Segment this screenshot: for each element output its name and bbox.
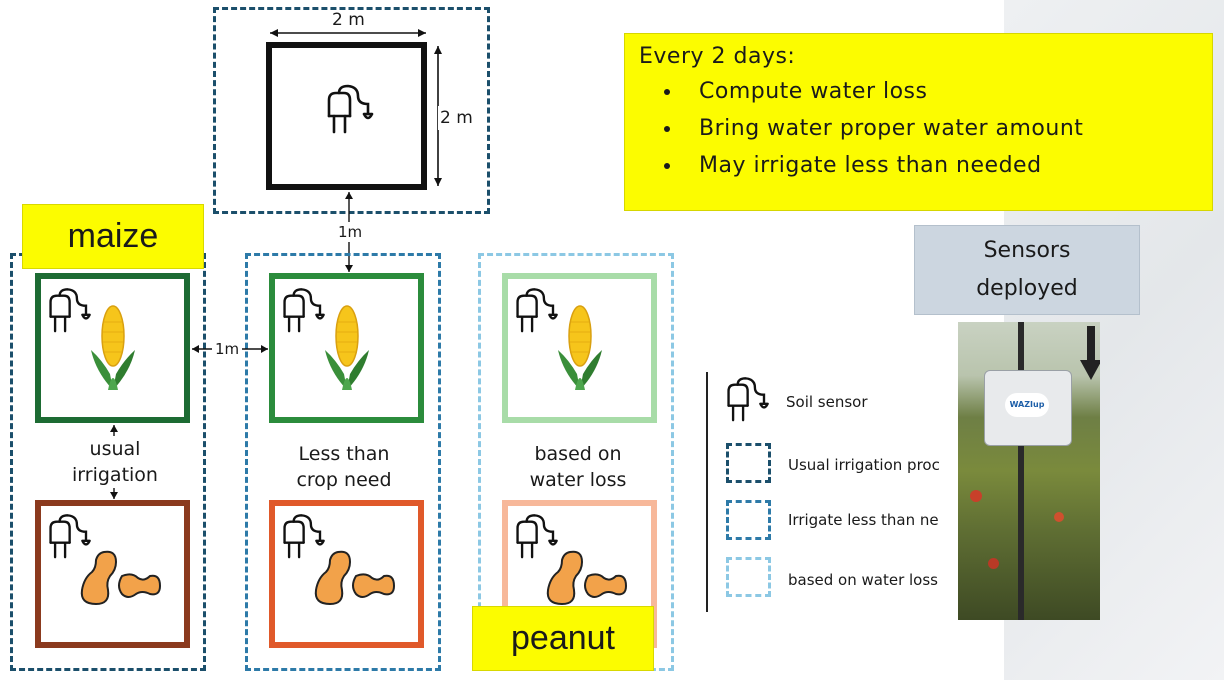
info-heading: Every 2 days: xyxy=(639,44,796,69)
maize-tag: maize xyxy=(22,204,204,269)
column-label-less: Less than crop need xyxy=(296,443,392,491)
legend-less-swatch xyxy=(726,500,771,540)
maize-plot-usual xyxy=(35,273,190,423)
info-bullet: May irrigate less than needed xyxy=(683,147,1198,184)
pole xyxy=(1018,322,1024,620)
tomato xyxy=(988,558,999,569)
info-bullet: Compute water loss xyxy=(683,73,1198,110)
horizontal-spacing-label: 1m xyxy=(212,340,243,358)
sensor-icon xyxy=(283,514,325,559)
legend-loss-label: based on water loss xyxy=(788,571,938,589)
sensor-icon xyxy=(49,514,91,559)
maize-icon xyxy=(558,305,602,390)
vertical-spacing-label: 1m xyxy=(336,222,365,242)
peanut-icon xyxy=(314,550,396,606)
waziup-logo: WAZIup xyxy=(1005,393,1049,417)
column-label-loss: based on water loss xyxy=(529,443,627,491)
width-dimension-arrow xyxy=(270,29,426,37)
width-label: 2 m xyxy=(328,10,369,30)
height-label: 2 m xyxy=(438,106,475,130)
tomato xyxy=(970,490,982,502)
down-arrow-icon xyxy=(1080,326,1100,380)
top-plot-sensor-icon xyxy=(327,84,374,134)
legend-less-label: Irrigate less than ne xyxy=(788,511,939,529)
sensor-icon xyxy=(516,288,558,333)
peanut-tag: peanut xyxy=(472,606,654,671)
maize-icon xyxy=(325,305,369,390)
legend-loss-swatch xyxy=(726,557,771,597)
info-bullet: Bring water proper water amount xyxy=(683,110,1198,147)
sensor-icon xyxy=(49,288,91,333)
legend-divider xyxy=(706,372,708,612)
column-less-frame xyxy=(245,253,441,671)
peanut-icon xyxy=(546,550,628,606)
sensors-deployed-box: Sensors deployed xyxy=(914,225,1140,315)
sensor-photo: WAZIup xyxy=(958,322,1100,620)
sensor-icon xyxy=(283,288,325,333)
legend-usual-swatch xyxy=(726,443,771,483)
column-label-usual: usual irrigation xyxy=(40,436,190,488)
tomato xyxy=(1054,512,1064,522)
top-plot-dashed-frame xyxy=(213,7,490,214)
info-box: Every 2 days: Compute water loss Bring w… xyxy=(624,33,1213,211)
legend-sensor-label: Soil sensor xyxy=(786,393,868,411)
legend-sensor-icon xyxy=(727,377,769,422)
legend-usual-label: Usual irrigation proc xyxy=(788,456,940,474)
info-bullets: Compute water loss Bring water proper wa… xyxy=(639,73,1198,184)
maize-icon xyxy=(91,305,135,390)
peanut-icon xyxy=(80,550,162,606)
sensor-icon xyxy=(516,514,558,559)
maize-plot-loss xyxy=(502,273,657,423)
sensor-enclosure: WAZIup xyxy=(984,370,1072,446)
